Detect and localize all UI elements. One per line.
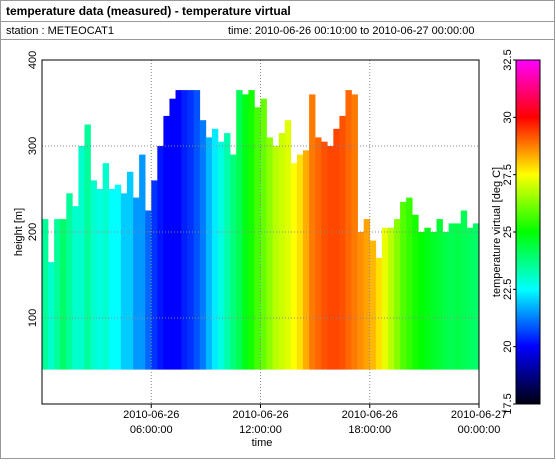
- heatmap-cell: [436, 219, 443, 370]
- heatmap-cell: [315, 137, 322, 370]
- heatmap-cell: [151, 180, 158, 370]
- heatmap-cell: [290, 163, 298, 370]
- heatmap-cell: [278, 133, 286, 370]
- heatmap-cell: [181, 90, 188, 370]
- heatmap-cell: [72, 206, 79, 370]
- heatmap-cell: [169, 98, 176, 370]
- plot-border: [41, 59, 480, 405]
- heatmap-cell: [260, 98, 267, 370]
- x-tick-label: 2010-06-26: [123, 409, 179, 421]
- heatmap-cell: [133, 197, 140, 370]
- x-tick-label: 2010-06-27: [451, 409, 507, 421]
- colorbar: [515, 59, 541, 405]
- chart-title: temperature data (measured) - temperatur…: [6, 4, 291, 18]
- heatmap-cell: [175, 90, 182, 370]
- heatmap-cell: [394, 219, 401, 370]
- heatmap-cell: [230, 154, 237, 370]
- x-tick-label: 18:00:00: [348, 424, 391, 436]
- heatmap-cell: [90, 180, 97, 370]
- colorbar-tick-label: 30: [502, 111, 514, 123]
- heatmap-cell: [163, 115, 170, 370]
- period: time: 2010-06-26 00:10:00 to 2010-06-27 …: [228, 25, 474, 37]
- y-tick-label: 400: [27, 51, 39, 69]
- heatmap-cell: [242, 94, 249, 370]
- x-tick-label: 2010-06-26: [232, 409, 288, 421]
- heatmap-cell: [157, 146, 164, 370]
- heatmap-cell: [48, 262, 55, 370]
- heatmap-cell: [193, 90, 201, 370]
- colorbar-tick-label: 32.5: [502, 49, 514, 70]
- heatmap-cell: [54, 219, 61, 370]
- heatmap-cell: [448, 223, 456, 370]
- heatmap-cell: [472, 223, 480, 370]
- heatmap-cell: [224, 133, 231, 370]
- heatmap-cell: [254, 107, 261, 370]
- heatmap-cell: [108, 189, 116, 370]
- x-tick-label: 00:00:00: [458, 424, 501, 436]
- heatmap-cell: [211, 128, 219, 370]
- x-tick-label: 12:00:00: [239, 424, 282, 436]
- colorbar-tick-label: 20: [502, 341, 514, 353]
- heatmap-cell: [126, 171, 134, 370]
- station: station : METEOCAT1: [6, 25, 114, 37]
- heatmap-cell: [60, 219, 67, 370]
- heatmap-cell: [339, 115, 346, 370]
- heatmap-cell: [272, 146, 280, 370]
- heatmap-cell: [236, 90, 243, 370]
- colorbar-label: temperature virtual [deg C]: [491, 167, 503, 297]
- heatmap-cell: [400, 201, 407, 370]
- heatmap-cell: [406, 197, 413, 370]
- heatmap-cell: [66, 193, 73, 370]
- y-tick-label: 300: [27, 137, 39, 155]
- heatmap-cell: [96, 189, 103, 370]
- y-tick-label: 100: [27, 309, 39, 327]
- heatmap-cell: [266, 137, 273, 370]
- heatmap-cell: [375, 257, 383, 370]
- heatmap-cell: [218, 141, 225, 370]
- heatmap-cell: [466, 227, 474, 370]
- heatmap-cell: [120, 193, 128, 370]
- colorbar-tick-label: 27.5: [502, 164, 514, 185]
- heatmap-cell: [345, 90, 352, 370]
- colorbar-tick-label: 17.5: [502, 393, 514, 414]
- y-axis-label: height [m]: [13, 208, 25, 256]
- heatmap-cell: [424, 227, 431, 370]
- heatmap-cell: [84, 124, 91, 370]
- heatmap-cell: [412, 214, 419, 370]
- heatmap-cell: [78, 146, 85, 370]
- heatmap-cell: [381, 227, 389, 370]
- heatmap-cell: [363, 219, 371, 370]
- heatmap-cell: [460, 210, 468, 370]
- colorbar-tick-label: 22.5: [502, 279, 514, 300]
- x-tick-label: 2010-06-26: [342, 409, 398, 421]
- heatmap-cell: [42, 219, 49, 370]
- heatmap-cell: [302, 150, 310, 370]
- heatmap-cell: [114, 184, 122, 370]
- x-tick-label: 06:00:00: [130, 424, 173, 436]
- heatmap-cell: [442, 232, 449, 370]
- heatmap-cell: [387, 227, 395, 370]
- x-axis-label: time: [252, 437, 273, 449]
- heatmap-cell: [369, 240, 377, 370]
- heatmap-cell: [102, 163, 110, 370]
- heatmap-cell: [187, 90, 195, 370]
- y-tick-label: 200: [27, 223, 39, 241]
- heatmap-cell: [418, 232, 425, 370]
- heatmap-cell: [333, 128, 340, 370]
- heatmap-cell: [454, 223, 462, 370]
- heatmap-cell: [357, 232, 364, 370]
- heatmap-cell: [199, 120, 207, 370]
- heatmap-cell: [139, 154, 146, 370]
- heatmap-cell: [296, 154, 304, 370]
- heatmap-cell: [145, 210, 152, 370]
- heatmap-cell: [321, 141, 328, 370]
- heatmap-cell: [284, 120, 292, 370]
- heatmap-cell: [327, 146, 334, 370]
- heatmap-cell: [205, 137, 213, 370]
- colorbar-tick-label: 25: [502, 226, 514, 238]
- heatmap-cell: [248, 90, 255, 370]
- heatmap-cell: [430, 232, 437, 370]
